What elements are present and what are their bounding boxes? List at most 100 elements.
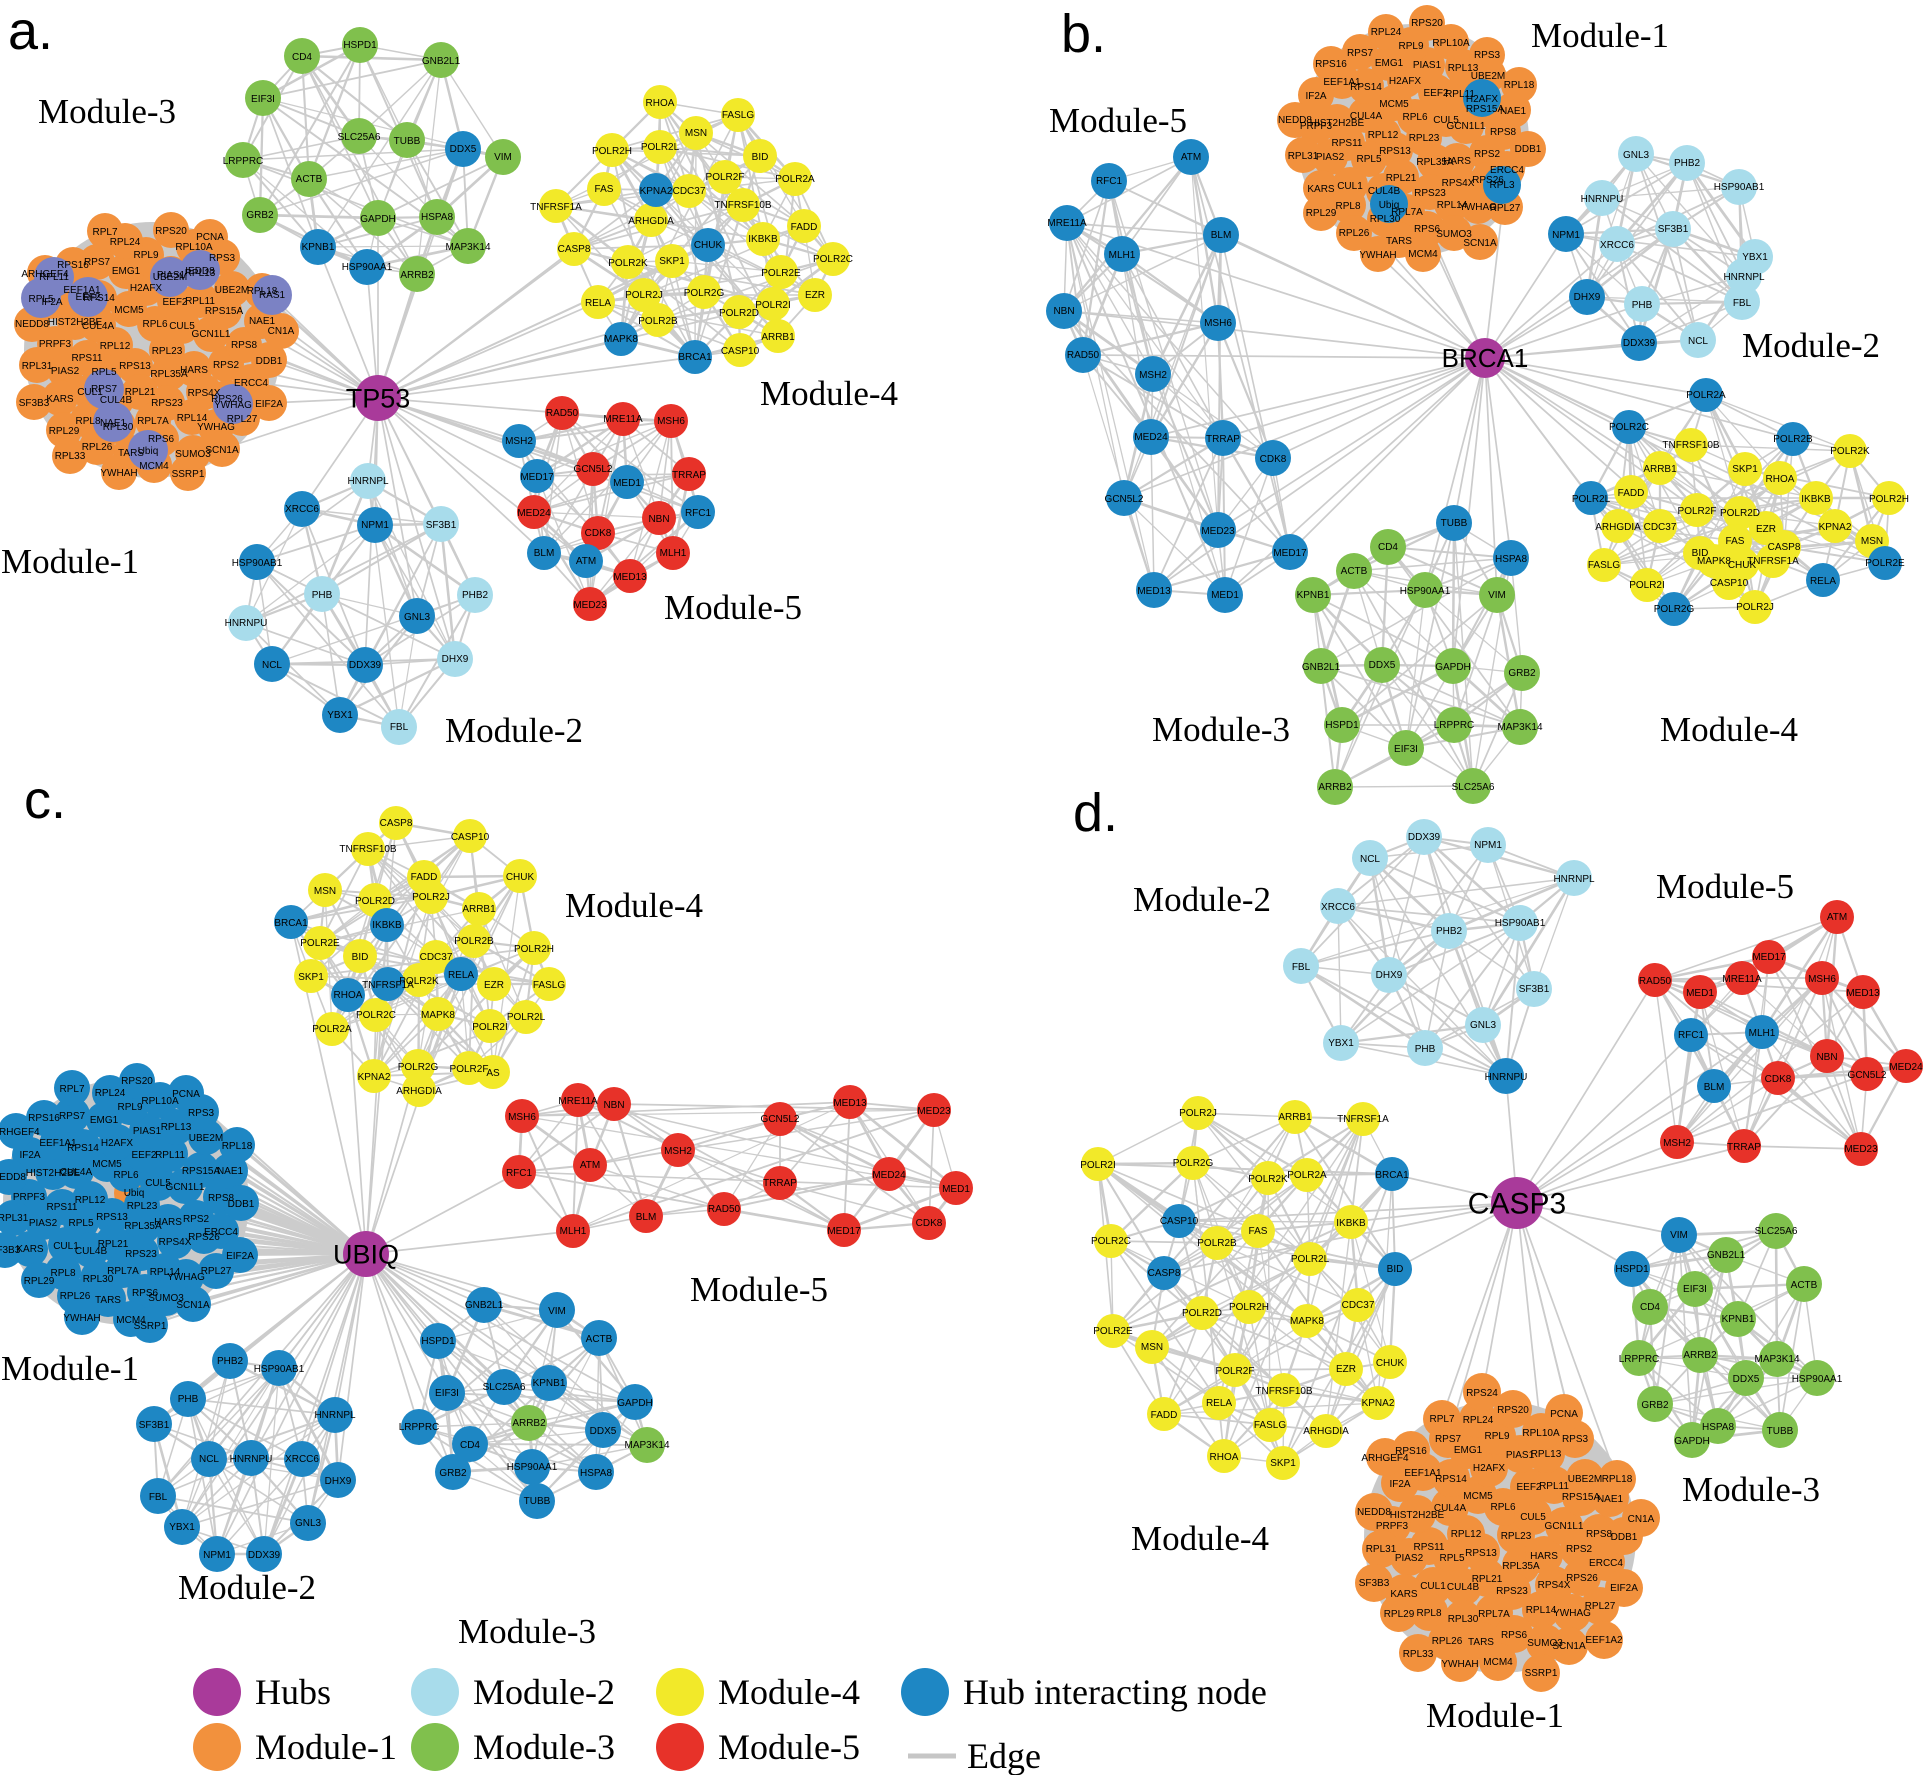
svg-text:RPS14: RPS14 <box>1350 82 1382 93</box>
svg-text:ACTB: ACTB <box>1341 566 1368 577</box>
svg-text:RPL29: RPL29 <box>24 1276 55 1287</box>
svg-text:DDX5: DDX5 <box>1733 1374 1760 1385</box>
svg-text:RPL7: RPL7 <box>92 227 117 238</box>
svg-text:CUL4B: CUL4B <box>100 395 133 406</box>
svg-text:RPS16: RPS16 <box>57 260 89 271</box>
svg-text:KPNA2: KPNA2 <box>1819 522 1852 533</box>
svg-text:FASLG: FASLG <box>722 110 754 121</box>
svg-text:FASLG: FASLG <box>1254 1420 1286 1431</box>
svg-text:ARRB2: ARRB2 <box>1683 1350 1717 1361</box>
svg-text:EEF1A1: EEF1A1 <box>1404 1468 1442 1479</box>
svg-text:POLR2G: POLR2G <box>398 1062 439 1073</box>
svg-text:RPS11: RPS11 <box>72 353 103 364</box>
svg-text:PRPF3: PRPF3 <box>1300 121 1333 132</box>
svg-text:POLR2L: POLR2L <box>507 1012 546 1023</box>
svg-text:RPL10A: RPL10A <box>1522 1428 1560 1439</box>
svg-text:RPL14: RPL14 <box>177 413 208 424</box>
svg-text:CUL4A: CUL4A <box>82 321 115 332</box>
svg-text:RFC1: RFC1 <box>685 508 712 519</box>
svg-text:HSP90AB1: HSP90AB1 <box>1714 182 1765 193</box>
svg-text:EMG1: EMG1 <box>1454 1445 1483 1456</box>
svg-text:ERCC4: ERCC4 <box>1490 165 1524 176</box>
svg-text:POLR2D: POLR2D <box>719 308 759 319</box>
svg-text:RPL10A: RPL10A <box>141 1096 179 1107</box>
svg-text:RPS2: RPS2 <box>183 1214 210 1225</box>
svg-text:NPM1: NPM1 <box>203 1550 231 1561</box>
svg-text:MED24: MED24 <box>1134 432 1168 443</box>
svg-text:MED1: MED1 <box>942 1184 970 1195</box>
svg-text:EMG1: EMG1 <box>90 1115 119 1126</box>
svg-text:HNRNPL: HNRNPL <box>347 476 389 487</box>
svg-text:POLR2G: POLR2G <box>1654 604 1695 615</box>
svg-text:DHX9: DHX9 <box>442 654 469 665</box>
svg-text:HNRNPU: HNRNPU <box>1485 1072 1528 1083</box>
svg-text:DHX9: DHX9 <box>1574 292 1601 303</box>
svg-text:ARRB1: ARRB1 <box>462 904 496 915</box>
svg-text:HSPA8: HSPA8 <box>580 1468 612 1479</box>
svg-text:ERCC4: ERCC4 <box>234 378 268 389</box>
svg-text:TRRAP: TRRAP <box>1206 434 1240 445</box>
svg-text:MLH1: MLH1 <box>1749 1028 1776 1039</box>
svg-text:Module-5: Module-5 <box>1656 867 1794 906</box>
svg-text:GCN5L2: GCN5L2 <box>761 1114 800 1125</box>
svg-text:EEF2: EEF2 <box>1516 1482 1541 1493</box>
svg-text:RPS7: RPS7 <box>91 384 118 395</box>
svg-text:PCNA: PCNA <box>196 232 224 243</box>
svg-text:MCM4: MCM4 <box>1483 1657 1513 1668</box>
svg-text:IF2A: IF2A <box>19 1150 40 1161</box>
svg-text:RPL11: RPL11 <box>155 1150 185 1161</box>
svg-text:SLC25A6: SLC25A6 <box>338 132 381 143</box>
svg-text:PHB: PHB <box>312 590 333 601</box>
svg-text:MED23: MED23 <box>917 1106 951 1117</box>
svg-text:RPL31: RPL31 <box>1366 1544 1397 1555</box>
svg-text:FBL: FBL <box>1733 298 1752 309</box>
svg-text:YBX1: YBX1 <box>1328 1038 1354 1049</box>
svg-text:MED13: MED13 <box>833 1098 867 1109</box>
svg-text:MSN: MSN <box>1141 1342 1163 1353</box>
svg-text:MCM5: MCM5 <box>1379 99 1409 110</box>
svg-text:RPL33: RPL33 <box>1403 1649 1434 1660</box>
svg-text:Module-1: Module-1 <box>1531 16 1669 55</box>
svg-text:SF3B3: SF3B3 <box>19 398 50 409</box>
svg-text:KPNB1: KPNB1 <box>1297 590 1330 601</box>
svg-text:PIAS2: PIAS2 <box>1395 1553 1424 1564</box>
svg-text:CDC37: CDC37 <box>1644 522 1677 533</box>
svg-text:ARHGDIA: ARHGDIA <box>396 1086 442 1097</box>
svg-text:DHX9: DHX9 <box>325 1476 352 1487</box>
svg-text:MLH1: MLH1 <box>660 548 687 559</box>
svg-text:GCN5L2: GCN5L2 <box>1848 1070 1887 1081</box>
svg-text:RPL30: RPL30 <box>103 422 134 433</box>
svg-text:NAE1: NAE1 <box>217 1166 244 1177</box>
svg-text:CUL1: CUL1 <box>77 387 103 398</box>
svg-text:Hub interacting node: Hub interacting node <box>963 1672 1267 1712</box>
svg-text:RPL21: RPL21 <box>1472 1574 1503 1585</box>
svg-text:EEF2: EEF2 <box>1423 88 1448 99</box>
svg-text:RHOA: RHOA <box>646 98 675 109</box>
svg-text:POLR2F: POLR2F <box>1216 1366 1255 1377</box>
svg-text:POLR2I: POLR2I <box>1080 1160 1116 1171</box>
svg-text:b.: b. <box>1061 4 1106 64</box>
svg-text:RPL26: RPL26 <box>82 442 113 453</box>
svg-text:POLR2B: POLR2B <box>454 936 494 947</box>
svg-text:RPS7: RPS7 <box>1435 1434 1462 1445</box>
svg-text:H2AFX: H2AFX <box>101 1138 134 1149</box>
svg-text:RPS15A: RPS15A <box>1466 104 1505 115</box>
svg-text:POLR2D: POLR2D <box>1182 1308 1222 1319</box>
svg-text:HIST2H2BE: HIST2H2BE <box>26 1168 81 1179</box>
svg-text:GNB2L1: GNB2L1 <box>465 1300 504 1311</box>
svg-text:RPL18: RPL18 <box>1602 1474 1633 1485</box>
svg-text:RPL14: RPL14 <box>150 1267 181 1278</box>
svg-text:a.: a. <box>8 1 53 61</box>
svg-text:TRRAP: TRRAP <box>1727 1142 1761 1153</box>
svg-text:RPL6: RPL6 <box>1490 1502 1515 1513</box>
svg-text:PIAS1: PIAS1 <box>133 1126 162 1137</box>
svg-text:Module-4: Module-4 <box>1660 710 1798 749</box>
svg-text:PHB: PHB <box>1632 300 1653 311</box>
svg-text:CDK8: CDK8 <box>916 1218 943 1229</box>
svg-text:RPS23: RPS23 <box>1414 188 1446 199</box>
svg-text:HNRNPU: HNRNPU <box>1581 194 1624 205</box>
svg-text:MED1: MED1 <box>613 478 641 489</box>
svg-text:POLR2I: POLR2I <box>472 1022 508 1033</box>
svg-text:Hubs: Hubs <box>255 1672 331 1712</box>
svg-text:CUL1: CUL1 <box>1420 1581 1446 1592</box>
